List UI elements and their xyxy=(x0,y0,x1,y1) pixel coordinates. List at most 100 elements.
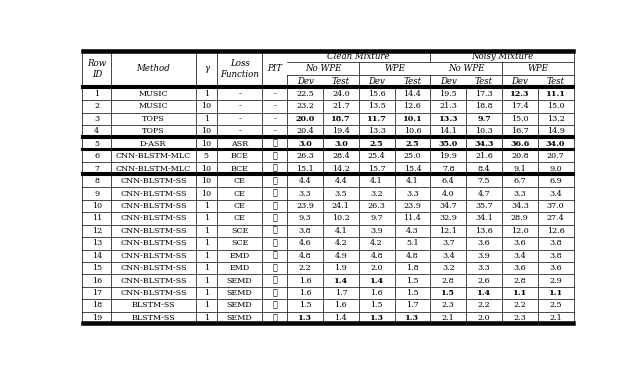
Text: CNN-BLSTM-SS: CNN-BLSTM-SS xyxy=(120,264,187,272)
Text: 1: 1 xyxy=(204,115,209,123)
Text: 10: 10 xyxy=(201,177,211,185)
Text: 21.3: 21.3 xyxy=(439,103,457,110)
Text: 9.7: 9.7 xyxy=(477,115,491,123)
Text: 2.5: 2.5 xyxy=(370,140,383,148)
Text: 34.3: 34.3 xyxy=(511,202,529,210)
Text: CNN-BLSTM-SS: CNN-BLSTM-SS xyxy=(120,277,187,284)
Text: Dev: Dev xyxy=(368,77,385,86)
Text: 28.9: 28.9 xyxy=(511,214,529,223)
Text: EMD: EMD xyxy=(230,264,250,272)
Text: 9.0: 9.0 xyxy=(549,165,562,173)
Text: 1.1: 1.1 xyxy=(548,289,563,297)
Text: 5: 5 xyxy=(204,152,209,160)
Text: 1.6: 1.6 xyxy=(335,301,348,310)
Text: 10.3: 10.3 xyxy=(475,127,493,135)
Text: BLSTM-SS: BLSTM-SS xyxy=(131,314,175,322)
Text: ✓: ✓ xyxy=(272,301,277,310)
Text: Test: Test xyxy=(332,77,350,86)
Text: 3.2: 3.2 xyxy=(371,190,383,197)
Text: 4.8: 4.8 xyxy=(406,252,419,260)
Text: 5.1: 5.1 xyxy=(406,239,419,247)
Text: 3.4: 3.4 xyxy=(549,190,562,197)
Text: 22.5: 22.5 xyxy=(296,90,314,98)
Text: ✓: ✓ xyxy=(272,202,277,210)
Text: No WPE: No WPE xyxy=(305,64,341,73)
Text: 20.0: 20.0 xyxy=(296,115,315,123)
Text: ✗: ✗ xyxy=(272,190,277,197)
Text: 20.8: 20.8 xyxy=(511,152,529,160)
Text: CNN-BLSTM-MLC: CNN-BLSTM-MLC xyxy=(116,165,191,173)
Text: 7: 7 xyxy=(94,165,99,173)
Text: 1.1: 1.1 xyxy=(513,289,527,297)
Text: 21.6: 21.6 xyxy=(475,152,493,160)
Text: 3.3: 3.3 xyxy=(477,264,490,272)
Text: 10.6: 10.6 xyxy=(404,127,421,135)
Text: 9.7: 9.7 xyxy=(371,214,383,223)
Text: 14.4: 14.4 xyxy=(404,90,421,98)
Text: 14.2: 14.2 xyxy=(332,165,350,173)
Text: 16.7: 16.7 xyxy=(511,127,529,135)
Text: 11.4: 11.4 xyxy=(404,214,421,223)
Text: 21.7: 21.7 xyxy=(332,103,349,110)
Text: 6.7: 6.7 xyxy=(513,177,526,185)
Text: 3: 3 xyxy=(94,115,99,123)
Text: 2: 2 xyxy=(94,103,99,110)
Text: 4.2: 4.2 xyxy=(371,239,383,247)
Text: 1: 1 xyxy=(204,301,209,310)
Text: 3.3: 3.3 xyxy=(406,190,419,197)
Text: 3.3: 3.3 xyxy=(513,190,526,197)
Text: 1.5: 1.5 xyxy=(406,277,419,284)
Text: 4.0: 4.0 xyxy=(442,190,454,197)
Text: Noisy Mixture: Noisy Mixture xyxy=(471,52,533,61)
Text: 23.9: 23.9 xyxy=(404,202,421,210)
Text: 1: 1 xyxy=(204,214,209,223)
Text: 25.4: 25.4 xyxy=(368,152,385,160)
Text: 3.7: 3.7 xyxy=(442,239,454,247)
Text: 1.6: 1.6 xyxy=(299,289,312,297)
Text: 10.1: 10.1 xyxy=(403,115,422,123)
Text: -: - xyxy=(238,115,241,123)
Text: 12.1: 12.1 xyxy=(439,227,457,235)
Text: 15.0: 15.0 xyxy=(547,103,564,110)
Text: 2.5: 2.5 xyxy=(549,301,562,310)
Text: 35.7: 35.7 xyxy=(476,202,493,210)
Text: 24.1: 24.1 xyxy=(332,202,350,210)
Text: 1.5: 1.5 xyxy=(299,301,312,310)
Text: 19.4: 19.4 xyxy=(332,127,350,135)
Text: -: - xyxy=(273,103,276,110)
Text: 34.7: 34.7 xyxy=(440,202,457,210)
Text: 2.8: 2.8 xyxy=(442,277,454,284)
Text: 2.0: 2.0 xyxy=(477,314,490,322)
Text: ✗: ✗ xyxy=(272,264,277,272)
Text: SEMD: SEMD xyxy=(227,277,252,284)
Text: 1.3: 1.3 xyxy=(298,314,312,322)
Text: 6.4: 6.4 xyxy=(442,177,454,185)
Text: Dev: Dev xyxy=(297,77,314,86)
Text: 2.0: 2.0 xyxy=(371,264,383,272)
Text: BCE: BCE xyxy=(230,165,248,173)
Text: 12: 12 xyxy=(92,227,102,235)
Text: 32.9: 32.9 xyxy=(439,214,457,223)
Text: 23.9: 23.9 xyxy=(296,202,314,210)
Text: 10: 10 xyxy=(92,202,102,210)
Text: 2.8: 2.8 xyxy=(513,277,526,284)
Text: 12.3: 12.3 xyxy=(510,90,529,98)
Text: 15: 15 xyxy=(92,264,102,272)
Text: 2.2: 2.2 xyxy=(477,301,490,310)
Text: 10: 10 xyxy=(201,127,211,135)
Text: 1: 1 xyxy=(204,289,209,297)
Text: 18.7: 18.7 xyxy=(331,115,351,123)
Text: 3.0: 3.0 xyxy=(298,140,312,148)
Text: 24.0: 24.0 xyxy=(332,90,349,98)
Text: 1: 1 xyxy=(94,90,99,98)
Text: ✓: ✓ xyxy=(272,227,277,235)
Text: 6: 6 xyxy=(94,152,99,160)
Text: 1: 1 xyxy=(204,314,209,322)
Text: EMD: EMD xyxy=(230,252,250,260)
Text: 3.0: 3.0 xyxy=(334,140,348,148)
Text: -: - xyxy=(273,115,276,123)
Text: 3.8: 3.8 xyxy=(549,252,562,260)
Text: 4.8: 4.8 xyxy=(299,252,312,260)
Text: No WPE: No WPE xyxy=(448,64,484,73)
Text: -: - xyxy=(273,127,276,135)
